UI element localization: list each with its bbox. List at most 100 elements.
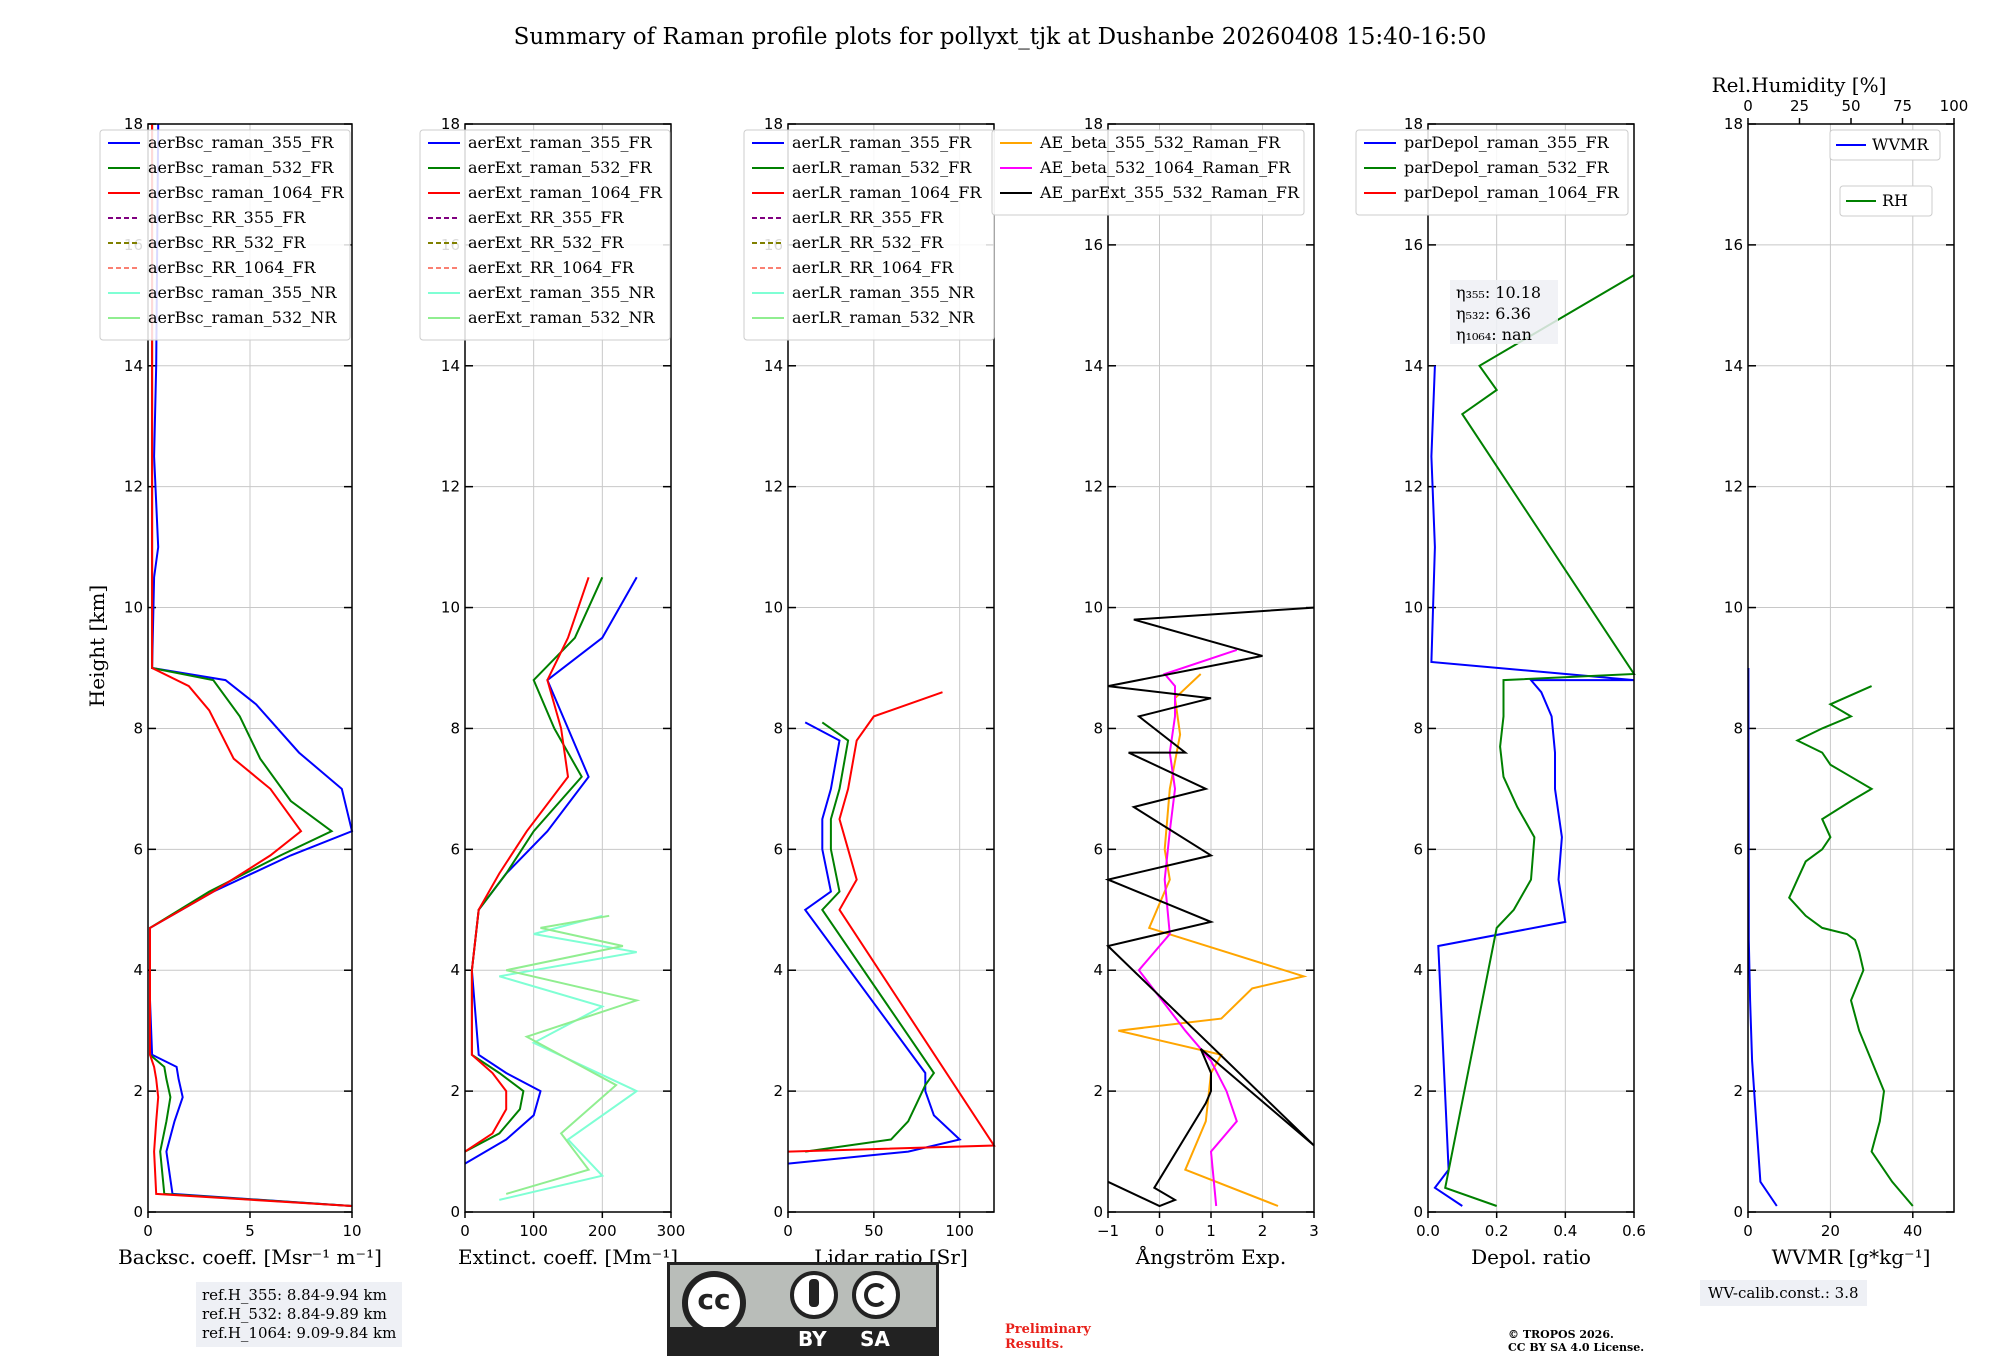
- legend-label: aerExt_raman_532_FR: [468, 158, 653, 177]
- legend-label: aerExt_raman_1064_FR: [468, 183, 663, 202]
- y-tick-label: 8: [1093, 719, 1103, 737]
- by-person-figure: [809, 1279, 819, 1307]
- eta-532: η₅₃₂: 6.36: [1456, 304, 1531, 323]
- y-tick-label: 8: [450, 719, 460, 737]
- y-tick-label: 8: [133, 719, 143, 737]
- legend: aerBsc_raman_355_FR aerBsc_raman_532_FRae…: [99, 129, 351, 341]
- legend-label: AE_beta_355_532_Raman_FR: [1039, 133, 1281, 152]
- y-tick-label: 18: [124, 115, 143, 133]
- rh-axis-label: Rel.Humidity [%]: [1712, 73, 1887, 97]
- y-tick-label: 2: [450, 1082, 460, 1100]
- series-line: [1747, 667, 1778, 1207]
- series-line: [499, 914, 639, 1201]
- legend-box: [99, 129, 351, 341]
- rh-tick-label: 50: [1841, 97, 1860, 115]
- x-axis-label: WVMR [g*kg⁻¹]: [1772, 1245, 1931, 1269]
- y-tick-label: 2: [1093, 1082, 1103, 1100]
- x-tick-label: 3: [1309, 1222, 1319, 1240]
- x-axis-label: Extinct. coeff. [Mm⁻¹]: [458, 1245, 678, 1269]
- series-line: [787, 691, 996, 1153]
- legend-label: aerBsc_raman_532_NR: [148, 308, 337, 327]
- x-tick-label: 20: [1821, 1222, 1840, 1240]
- y-tick-label: 10: [764, 599, 783, 617]
- y-tick-label: 0: [133, 1203, 143, 1221]
- legend-box: [743, 129, 995, 341]
- y-tick-label: 6: [133, 840, 143, 858]
- legend-label: aerExt_raman_532_NR: [468, 308, 656, 327]
- y-tick-label: 10: [1404, 599, 1423, 617]
- x-axis-label: Depol. ratio: [1471, 1245, 1591, 1269]
- x-tick-label: 0.6: [1622, 1222, 1646, 1240]
- x-tick-label: 1: [1206, 1222, 1216, 1240]
- axes-frame: [1427, 123, 1635, 1213]
- y-tick-label: 14: [441, 357, 460, 375]
- x-tick-label: 2: [1258, 1222, 1268, 1240]
- y-tick-label: 16: [1404, 236, 1423, 254]
- x-tick-label: 100: [945, 1222, 974, 1240]
- y-tick-label: 10: [441, 599, 460, 617]
- y-tick-label: 4: [450, 961, 460, 979]
- x-tick-label: 40: [1903, 1222, 1922, 1240]
- y-tick-label: 12: [764, 478, 783, 496]
- y-tick-label: 2: [773, 1082, 783, 1100]
- y-tick-label: 12: [441, 478, 460, 496]
- axes-frame: [1747, 123, 1955, 1213]
- y-tick-label: 4: [1733, 961, 1743, 979]
- y-tick-label: 2: [1413, 1082, 1423, 1100]
- y-tick-label: 12: [124, 478, 143, 496]
- eta-1064: η₁₀₆₄: nan: [1456, 325, 1532, 344]
- y-tick-label: 4: [1413, 961, 1423, 979]
- copyright-line-1: © TROPOS 2026.: [1508, 1328, 1614, 1341]
- legend-label: parDepol_raman_355_FR: [1404, 133, 1610, 152]
- legend-label: aerExt_RR_1064_FR: [468, 258, 635, 277]
- legend-label: parDepol_raman_1064_FR: [1404, 183, 1620, 202]
- y-tick-label: 4: [1093, 961, 1103, 979]
- y-tick-label: 14: [1724, 357, 1743, 375]
- reference-height-box: ref.H_355: 8.84-9.94 km ref.H_532: 8.84-…: [196, 1282, 403, 1347]
- panels: 0246810121416180510Backsc. coeff. [Msr⁻¹…: [99, 115, 1955, 1269]
- y-tick-label: 8: [773, 719, 783, 737]
- y-tick-label: 16: [1084, 236, 1103, 254]
- series-line: [1788, 685, 1914, 1207]
- rh-tick-label: 100: [1940, 97, 1969, 115]
- eta-annotation-bg: [1450, 280, 1558, 344]
- legend-label: aerLR_raman_532_NR: [792, 308, 975, 327]
- y-tick-label: 18: [1724, 115, 1743, 133]
- legend-label: WVMR: [1872, 135, 1929, 154]
- series-line: [464, 576, 590, 1153]
- x-tick-label: 0: [1743, 1222, 1753, 1240]
- legend-label: RH: [1882, 191, 1908, 210]
- x-tick-label: 0: [783, 1222, 793, 1240]
- legend-box: [1829, 129, 1941, 161]
- legend: aerLR_raman_355_FR aerLR_raman_532_FR aerL…: [743, 129, 995, 341]
- legend-label: aerBsc_raman_1064_FR: [148, 183, 345, 202]
- x-tick-label: 5: [245, 1222, 255, 1240]
- sa-label: SA: [860, 1327, 890, 1351]
- y-tick-label: 6: [1733, 840, 1743, 858]
- legend-label: AE_parExt_355_532_Raman_FR: [1039, 183, 1300, 202]
- x-tick-label: 0.2: [1485, 1222, 1509, 1240]
- cc-text: cc: [697, 1283, 731, 1316]
- y-tick-label: 12: [1404, 478, 1423, 496]
- y-tick-label: 4: [133, 961, 143, 979]
- legend-box: [991, 129, 1305, 216]
- y-tick-label: 4: [773, 961, 783, 979]
- legend-label: aerLR_RR_1064_FR: [792, 258, 954, 277]
- sa-arrow-icon: [864, 1283, 888, 1307]
- x-tick-label: 200: [588, 1222, 617, 1240]
- series-line: [1137, 648, 1238, 1207]
- legend-label: aerExt_RR_355_FR: [468, 208, 625, 227]
- x-tick-label: 10: [342, 1222, 361, 1240]
- ref-height-1064: ref.H_1064: 9.09-9.84 km: [202, 1324, 397, 1342]
- y-tick-label: 0: [450, 1203, 460, 1221]
- x-tick-label: 100: [519, 1222, 548, 1240]
- series-line: [805, 721, 936, 1153]
- y-tick-label: 0: [1733, 1203, 1743, 1221]
- legend-label: aerLR_raman_1064_FR: [792, 183, 982, 202]
- legend-label: aerBsc_RR_532_FR: [148, 233, 306, 252]
- cc-license-badge: cc BY SA: [667, 1262, 939, 1356]
- rh-tick-label: 75: [1893, 97, 1912, 115]
- legend-label: aerLR_RR_532_FR: [792, 233, 944, 252]
- preliminary-results-note: Preliminary Results.: [1005, 1322, 1091, 1352]
